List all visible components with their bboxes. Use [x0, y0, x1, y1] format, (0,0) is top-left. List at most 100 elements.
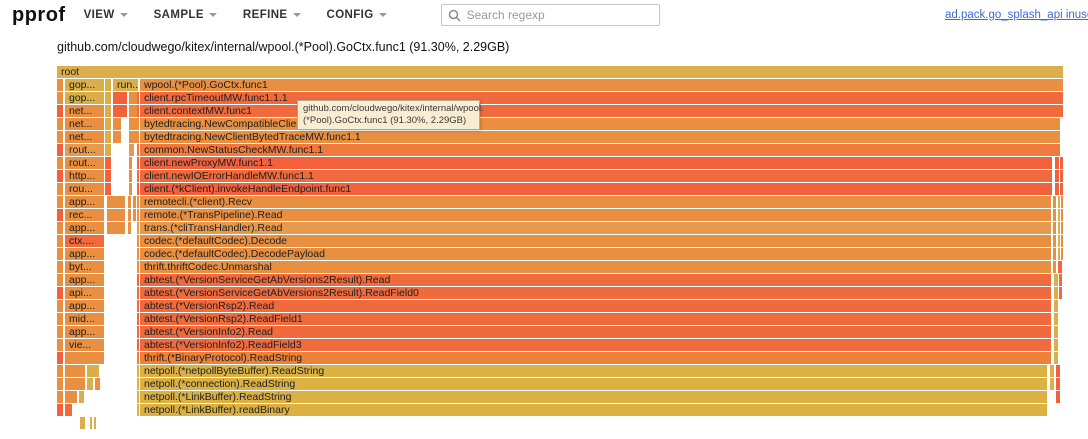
flame-bar-fragment[interactable] — [65, 352, 104, 364]
flame-bar-fragment[interactable] — [57, 261, 63, 273]
flame-bar-fragment[interactable] — [105, 92, 111, 104]
flame-bar[interactable]: app... — [65, 326, 104, 338]
flame-bar-fragment[interactable] — [1056, 391, 1060, 403]
flame-bar[interactable]: codec.(*defaultCodec).Decode — [140, 235, 1051, 247]
flame-bar[interactable]: remote.(*TransPipeline).Read — [140, 209, 1051, 221]
flame-bar-fragment[interactable] — [105, 183, 111, 195]
flame-bar-fragment[interactable] — [1060, 170, 1063, 182]
flame-bar-fragment[interactable] — [87, 378, 93, 390]
flame-bar-fragment[interactable] — [90, 417, 92, 429]
flame-bar-fragment[interactable] — [105, 79, 111, 91]
flame-bar-fragment[interactable] — [57, 326, 63, 338]
flame-bar[interactable]: bytedtracing.NewCompatibleClientT — [140, 118, 1060, 130]
flame-bar[interactable]: abtest.(*VersionRsp2).ReadField1 — [140, 313, 1051, 325]
flame-bar[interactable]: ctx.... — [65, 235, 104, 247]
flame-bar-fragment[interactable] — [57, 209, 63, 221]
flame-bar-fragment[interactable] — [1054, 352, 1058, 364]
flame-bar-fragment[interactable] — [65, 378, 85, 390]
flame-bar-fragment[interactable] — [107, 222, 125, 234]
flame-bar-fragment[interactable] — [129, 118, 138, 130]
flame-bar-fragment[interactable] — [137, 352, 139, 364]
flame-bar[interactable]: rou... — [65, 183, 104, 195]
flame-bar-fragment[interactable] — [137, 287, 139, 299]
flame-bar[interactable]: run... — [113, 79, 138, 91]
flame-bar-fragment[interactable] — [137, 274, 139, 286]
flame-bar-fragment[interactable] — [1060, 157, 1063, 169]
flame-bar-fragment[interactable] — [1053, 222, 1056, 234]
flame-bar-fragment[interactable] — [57, 105, 63, 117]
flame-bar-fragment[interactable] — [105, 157, 111, 169]
flame-bar-fragment[interactable] — [137, 365, 139, 377]
flame-bar-fragment[interactable] — [87, 365, 99, 377]
flame-bar-fragment[interactable] — [129, 131, 138, 143]
flame-bar-fragment[interactable] — [1053, 235, 1056, 247]
flame-bar-fragment[interactable] — [1061, 235, 1063, 247]
flame-bar-fragment[interactable] — [1053, 196, 1056, 208]
flame-bar[interactable]: http... — [65, 170, 104, 182]
flame-bar-fragment[interactable] — [1056, 365, 1060, 377]
flame-bar-fragment[interactable] — [65, 391, 77, 403]
flame-bar-fragment[interactable] — [94, 417, 96, 429]
flame-bar[interactable]: client.rpcTimeoutMW.func1.1.1 — [140, 92, 1063, 104]
flame-bar-fragment[interactable] — [113, 131, 121, 143]
flame-bar-fragment[interactable] — [1058, 261, 1062, 273]
flame-bar-fragment[interactable] — [57, 79, 63, 91]
flame-bar-fragment[interactable] — [57, 157, 63, 169]
flame-bar[interactable]: gop... — [65, 92, 104, 104]
flame-bar-fragment[interactable] — [57, 352, 63, 364]
flame-bar-fragment[interactable] — [57, 144, 63, 156]
flame-bar[interactable]: vie... — [65, 339, 104, 351]
flame-bar-fragment[interactable] — [137, 144, 139, 156]
flame-bar-fragment[interactable] — [137, 209, 139, 221]
flame-bar-fragment[interactable] — [1058, 248, 1060, 260]
flame-bar[interactable]: client.newProxyMW.func1.1 — [140, 157, 1052, 169]
flame-bar-fragment[interactable] — [65, 365, 85, 377]
flame-bar[interactable]: thrift.thriftCodec.Unmarshal — [140, 261, 1051, 273]
flame-bar-fragment[interactable] — [57, 131, 63, 143]
flame-bar[interactable]: common.NewStatusCheckMW.func1.1 — [140, 144, 1060, 156]
flame-bar-fragment[interactable] — [57, 287, 63, 299]
flame-bar-fragment[interactable] — [1054, 313, 1058, 325]
flame-bar[interactable]: byt... — [65, 261, 104, 273]
flame-bar-fragment[interactable] — [105, 170, 111, 182]
flame-bar-fragment[interactable] — [57, 118, 63, 130]
flame-bar-fragment[interactable] — [1054, 300, 1058, 312]
flame-bar-fragment[interactable] — [57, 274, 63, 286]
menu-sample[interactable]: SAMPLE — [154, 9, 217, 21]
flame-bar-fragment[interactable] — [129, 144, 134, 156]
flame-bar[interactable]: client.newIOErrorHandleMW.func1.1 — [140, 170, 1052, 182]
flame-bar-fragment[interactable] — [137, 248, 139, 260]
flame-bar-fragment[interactable] — [1053, 248, 1056, 260]
flame-bar-fragment[interactable] — [137, 170, 139, 182]
flame-bar-fragment[interactable] — [57, 196, 63, 208]
flame-bar-fragment[interactable] — [1054, 339, 1058, 351]
flame-bar-fragment[interactable] — [137, 196, 139, 208]
flame-bar-fragment[interactable] — [1059, 274, 1062, 286]
flame-bar-fragment[interactable] — [137, 326, 139, 338]
flame-bar[interactable]: net... — [65, 118, 104, 130]
flame-bar-fragment[interactable] — [137, 235, 139, 247]
flame-bar-fragment[interactable] — [105, 144, 111, 156]
flame-bar-fragment[interactable] — [1054, 274, 1058, 286]
flame-bar-fragment[interactable] — [113, 92, 127, 104]
flame-bar-fragment[interactable] — [79, 391, 84, 403]
flame-bar-fragment[interactable] — [1053, 209, 1056, 221]
flame-bar-fragment[interactable] — [57, 391, 63, 403]
flame-bar-fragment[interactable] — [1055, 183, 1059, 195]
flame-bar[interactable]: gop... — [65, 79, 104, 91]
profile-link[interactable]: ad.pack.go_splash_api inuse_sp — [945, 9, 1088, 21]
flame-bar-fragment[interactable] — [137, 157, 139, 169]
flame-bar-fragment[interactable] — [137, 105, 139, 117]
flame-bar-fragment[interactable] — [57, 378, 63, 390]
flame-bar-fragment[interactable] — [57, 170, 63, 182]
flame-bar[interactable]: netpoll.(*connection).ReadString — [140, 378, 1047, 390]
flame-bar-fragment[interactable] — [80, 417, 85, 429]
flame-bar-fragment[interactable] — [1056, 378, 1060, 390]
flame-bar[interactable]: net... — [65, 131, 104, 143]
flame-bar-fragment[interactable] — [137, 131, 139, 143]
flame-bar-fragment[interactable] — [57, 235, 63, 247]
flame-bar-fragment[interactable] — [57, 300, 63, 312]
flame-bar-fragment[interactable] — [1060, 183, 1063, 195]
flame-bar-fragment[interactable] — [1061, 209, 1063, 221]
flame-bar-fragment[interactable] — [133, 196, 136, 208]
